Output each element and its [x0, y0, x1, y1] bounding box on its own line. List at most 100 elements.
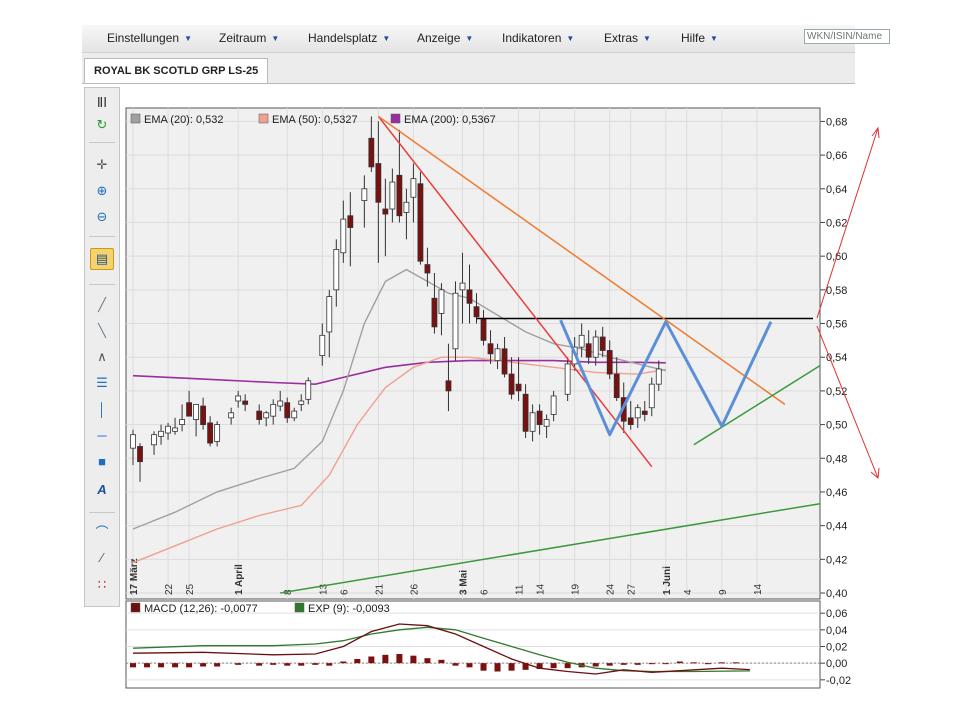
- candle-body: [228, 412, 235, 419]
- menu-extras[interactable]: Extras ▼: [604, 31, 651, 45]
- candle-body: [522, 393, 529, 432]
- arc-icon[interactable]: ⌒: [95, 524, 109, 540]
- fibonacci-icon[interactable]: ☰: [96, 375, 108, 390]
- candle-body: [172, 427, 178, 432]
- search-input[interactable]: [804, 29, 890, 44]
- macd-histogram-bar: [424, 658, 431, 664]
- candle-body: [585, 343, 592, 358]
- tab-instrument[interactable]: ROYAL BK SCOTLD GRP LS-25: [84, 58, 269, 83]
- macd-histogram-bar: [410, 655, 417, 664]
- color-palette-icon[interactable]: ∷: [97, 577, 107, 592]
- macd-y-tick-label: 0,04: [826, 625, 847, 637]
- candle-body: [242, 400, 249, 405]
- candle-body: [508, 373, 515, 395]
- menu-anzeige[interactable]: Anzeige ▼: [417, 31, 473, 45]
- macd-histogram-bar: [382, 654, 389, 664]
- pen-icon[interactable]: ⁄: [100, 549, 104, 565]
- arrow-down-head: [870, 467, 880, 480]
- y-tick-label: 0,40: [826, 588, 847, 600]
- legend-swatch: [390, 113, 401, 124]
- toolbar-separator: [89, 236, 115, 237]
- candle-body: [529, 412, 536, 432]
- candle-body: [389, 181, 396, 210]
- w-pattern-line: [559, 319, 773, 437]
- y-tick-label: 0,58: [826, 285, 847, 297]
- candle-body: [326, 296, 333, 333]
- menu-hilfe[interactable]: Hilfe ▼: [681, 31, 718, 45]
- candle-body: [277, 400, 284, 407]
- green-short-trend-line: [693, 364, 820, 446]
- annotation-arrows: [816, 126, 880, 480]
- candle-body: [592, 336, 599, 358]
- x-tick-label: 25: [185, 583, 196, 595]
- chart-settings-icon[interactable]: ▤: [90, 248, 114, 270]
- rectangle-icon[interactable]: ■: [98, 453, 106, 469]
- three-bars-icon[interactable]: ⅡⅠ: [96, 95, 108, 110]
- x-tick-label: 14: [536, 583, 547, 595]
- candle-body: [214, 424, 221, 442]
- candle-body: [375, 163, 382, 203]
- menu-zeitraum[interactable]: Zeitraum ▼: [219, 31, 279, 45]
- angle-icon[interactable]: ∧: [97, 349, 107, 364]
- y-tick-label: 0,64: [826, 184, 847, 196]
- x-tick-label: 17 März: [129, 558, 140, 595]
- x-tick-label: 26: [409, 583, 420, 595]
- toolbar-separator: [89, 142, 115, 143]
- legend-label: EMA (200): 0,5367: [404, 114, 496, 126]
- candle-body: [459, 282, 466, 291]
- green-long-trend-line: [280, 502, 820, 594]
- red-trend-line: [377, 115, 653, 468]
- y-tick-label: 0,66: [826, 150, 847, 162]
- refresh-icon[interactable]: ↻: [96, 117, 108, 132]
- candle-body: [193, 403, 200, 420]
- text-icon[interactable]: A: [97, 481, 107, 497]
- y-tick-label: 0,48: [826, 453, 847, 465]
- x-tick-label: 6: [339, 589, 350, 595]
- candle-body: [361, 188, 368, 201]
- candle-body: [396, 174, 403, 217]
- candle-body: [564, 363, 571, 395]
- y-tick-label: 0,68: [826, 116, 847, 128]
- orange-trend-line: [377, 115, 786, 406]
- x-tick-label: 11: [515, 584, 526, 595]
- vertical-line-icon[interactable]: │: [97, 401, 107, 417]
- candle-body: [207, 422, 214, 444]
- macd-histogram-bar: [508, 663, 515, 671]
- menu-label: Handelsplatz: [308, 31, 378, 45]
- zoom-in-icon[interactable]: ⊕: [96, 183, 108, 198]
- x-tick-label: 13: [318, 583, 329, 595]
- candle-body: [480, 318, 487, 341]
- legend-swatch: [130, 602, 141, 613]
- candle-body: [305, 380, 312, 400]
- crosshair-icon[interactable]: ✛: [96, 157, 108, 172]
- y-tick-label: 0,54: [826, 352, 847, 364]
- menu-label: Extras: [604, 31, 639, 45]
- candle-body: [487, 343, 494, 355]
- macd-histogram-bar: [480, 663, 487, 671]
- horizontal-line-icon[interactable]: ─: [97, 427, 107, 443]
- candle-body: [473, 306, 480, 318]
- macd-histogram-bar: [704, 663, 711, 665]
- channel-icon[interactable]: ╲: [98, 323, 106, 338]
- macd-histogram-bar: [354, 659, 361, 664]
- candle-body: [368, 137, 375, 168]
- menu-indikatoren[interactable]: Indikatoren ▼: [502, 31, 574, 45]
- menu-handelsplatz[interactable]: Handelsplatz ▼: [308, 31, 390, 45]
- macd-y-tick-label: 0,00: [826, 658, 847, 670]
- y-tick-label: 0,46: [826, 487, 847, 499]
- macd-histogram-bar: [522, 663, 529, 670]
- trend-line-icon[interactable]: ╱: [98, 297, 106, 312]
- candle-body: [466, 289, 473, 304]
- menu-label: Zeitraum: [219, 31, 267, 45]
- candle-body: [340, 218, 347, 254]
- candle-body: [165, 425, 171, 434]
- menu-einstellungen[interactable]: Einstellungen ▼: [107, 31, 192, 45]
- candle-body: [655, 368, 662, 385]
- zoom-out-icon[interactable]: ⊖: [96, 209, 108, 224]
- chevron-down-icon: ▼: [643, 34, 651, 43]
- macd-y-tick-label: -0,02: [826, 675, 851, 687]
- candle-body: [179, 419, 185, 425]
- candle-body: [515, 383, 522, 392]
- macd-histogram-bar: [235, 663, 242, 665]
